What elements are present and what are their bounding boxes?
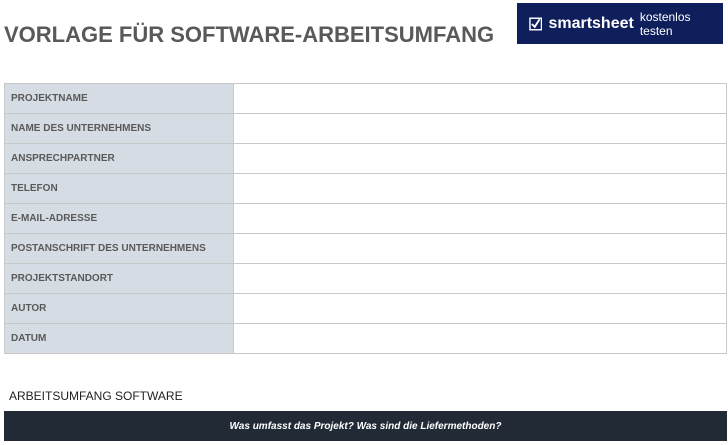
info-table: PROJEKTNAME NAME DES UNTERNEHMENS ANSPRECH… <box>4 83 727 354</box>
field-value[interactable] <box>233 173 727 204</box>
field-label: PROJEKTNAME <box>4 83 234 114</box>
field-value[interactable] <box>233 293 727 324</box>
field-value[interactable] <box>233 233 727 264</box>
row: TELEFON <box>4 173 727 204</box>
brand: smartsheet <box>548 14 634 32</box>
field-label: TELEFON <box>4 173 234 204</box>
field-value[interactable] <box>233 263 727 294</box>
row: PROJEKTSTANDORT <box>4 263 727 294</box>
row: POSTANSCHRIFT DES UNTERNEHMENS <box>4 233 727 264</box>
row: NAME DES UNTERNEHMENS <box>4 113 727 144</box>
row: PROJEKTNAME <box>4 83 727 114</box>
banner: Was umfasst das Projekt? Was sind die Li… <box>4 411 727 441</box>
row: E-MAIL-ADRESSE <box>4 203 727 234</box>
field-label: E-MAIL-ADRESSE <box>4 203 234 234</box>
field-label: ANSPRECHPARTNER <box>4 143 234 174</box>
field-label: AUTOR <box>4 293 234 324</box>
row: ANSPRECHPARTNER <box>4 143 727 174</box>
logo-icon <box>529 17 543 30</box>
field-value[interactable] <box>233 143 727 174</box>
field-value[interactable] <box>233 203 727 234</box>
section-title: ARBEITSUMFANG SOFTWARE <box>9 389 183 403</box>
field-label: NAME DES UNTERNEHMENS <box>4 113 234 144</box>
cta: kostenlos testen <box>639 9 691 38</box>
title: VORLAGE FÜR SOFTWARE-ARBEITSUMFANG <box>4 22 495 47</box>
field-value[interactable] <box>233 113 727 144</box>
row: AUTOR <box>4 293 727 324</box>
field-value[interactable] <box>233 323 727 354</box>
field-value[interactable] <box>233 83 727 114</box>
field-label: DATUM <box>4 323 234 354</box>
logo[interactable]: smartsheet kostenlos testen <box>517 3 723 44</box>
field-label: PROJEKTSTANDORT <box>4 263 234 294</box>
field-label: POSTANSCHRIFT DES UNTERNEHMENS <box>4 233 234 264</box>
row: DATUM <box>4 323 727 354</box>
